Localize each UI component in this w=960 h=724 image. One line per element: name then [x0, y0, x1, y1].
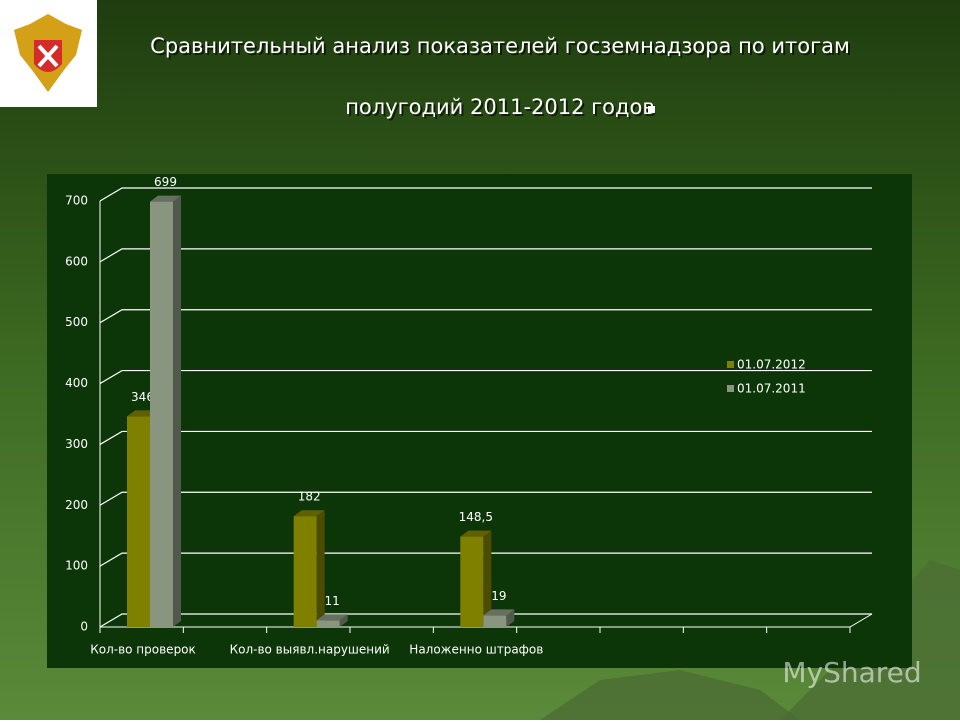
title-shadow: Сравнительный анализ показателей госземн…	[152, 36, 852, 60]
bar-top	[460, 530, 492, 537]
bar	[127, 416, 150, 627]
mountain	[540, 670, 800, 720]
grid-line	[99, 309, 872, 324]
bar-side	[483, 530, 492, 627]
bar-side	[506, 609, 515, 627]
y-tick-label: 500	[65, 315, 88, 329]
y-tick-label: 700	[65, 194, 88, 208]
value-label: 11	[325, 594, 340, 608]
value-label: 19	[491, 589, 506, 603]
grid-line	[99, 552, 872, 567]
bar	[316, 620, 340, 627]
x-tick-label: Кол-во выявл.нарушений	[230, 643, 390, 657]
bullet	[648, 106, 655, 113]
legend-label: 01.07.2011	[737, 382, 806, 396]
bar	[150, 201, 173, 627]
value-label: 699	[154, 175, 177, 189]
legend-swatch	[727, 361, 734, 368]
bar-top	[150, 195, 181, 202]
bar	[293, 516, 317, 627]
x-tick-label: Кол-во проверок	[90, 643, 196, 657]
bar	[460, 536, 484, 627]
bar-side	[173, 195, 181, 627]
grid-line	[99, 369, 872, 385]
y-tick-label: 600	[65, 254, 88, 268]
bar-top	[293, 510, 325, 517]
value-label: 346	[131, 390, 154, 404]
x-tick-label: Наложенно штрафов	[409, 643, 543, 657]
title-line: полугодий 2011-2012 годов	[345, 95, 655, 119]
legend-swatch	[727, 385, 734, 392]
grid-line	[99, 248, 872, 263]
watermark: MyShared	[782, 656, 921, 689]
bar-side	[316, 510, 325, 627]
value-label: 148,5	[459, 510, 493, 524]
y-tick-label: 200	[65, 498, 88, 512]
y-tick-label: 0	[80, 620, 88, 634]
title-shadow: полугодий 2011-2012 годов	[347, 97, 657, 121]
grid-line	[99, 613, 872, 628]
logo	[14, 14, 82, 92]
y-tick-label: 100	[65, 559, 88, 573]
grid-line	[99, 430, 872, 445]
bar-top	[316, 614, 348, 621]
y-tick-label: 300	[65, 437, 88, 451]
bar-top	[483, 609, 515, 616]
legend-label: 01.07.2012	[737, 358, 806, 372]
bar-side	[339, 614, 348, 627]
value-label: 182	[298, 490, 321, 504]
bar	[483, 615, 507, 627]
grid-line	[99, 187, 872, 202]
title-line: Сравнительный анализ показателей госземн…	[150, 34, 850, 58]
grid-line	[99, 491, 872, 506]
y-tick-label: 400	[65, 376, 88, 390]
